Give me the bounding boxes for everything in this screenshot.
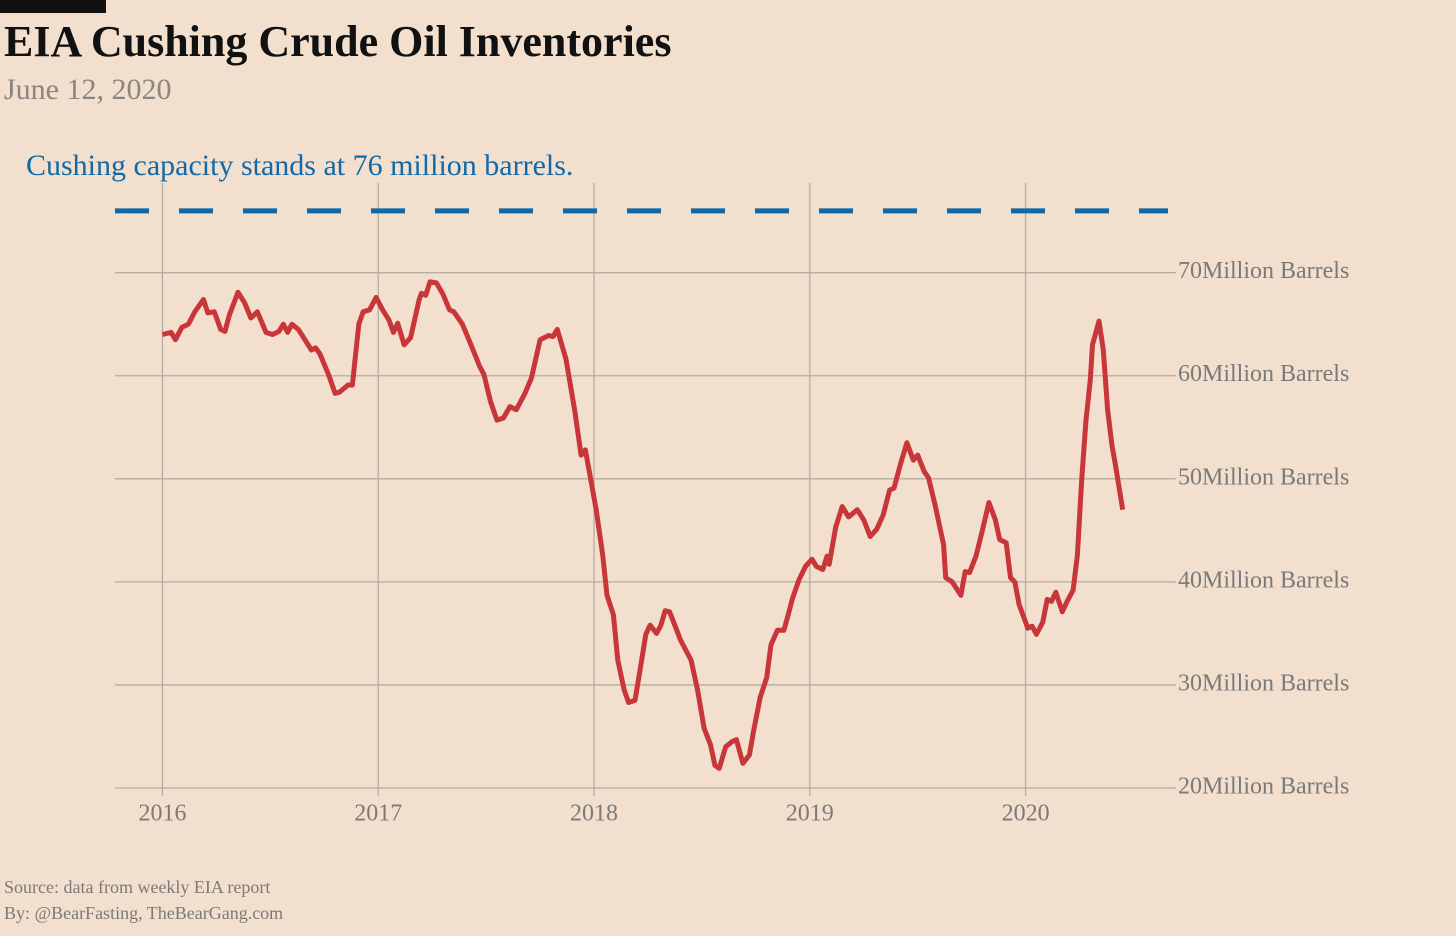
y-tick-label: 50Million Barrels bbox=[1178, 464, 1349, 490]
byline: By: @BearFasting, TheBearGang.com bbox=[4, 903, 283, 923]
y-tick-label: 60Million Barrels bbox=[1178, 361, 1349, 387]
annotation: Cushing capacity stands at 76 million ba… bbox=[26, 149, 573, 182]
x-tick-label: 2017 bbox=[354, 801, 402, 827]
chart-subtitle: June 12, 2020 bbox=[4, 73, 172, 106]
y-tick-label: 40Million Barrels bbox=[1178, 567, 1349, 593]
y-tick-label: 70Million Barrels bbox=[1178, 258, 1349, 284]
brand-bar bbox=[0, 0, 106, 13]
x-tick-label: 2016 bbox=[138, 801, 186, 827]
data-line bbox=[161, 279, 1126, 771]
source: Source: data from weekly EIA report bbox=[4, 877, 270, 897]
y-tick-label: 30Million Barrels bbox=[1178, 670, 1349, 696]
x-tick-label: 2019 bbox=[786, 801, 834, 827]
chart-title: EIA Cushing Crude Oil Inventories bbox=[4, 17, 671, 66]
x-tick-label: 2020 bbox=[1002, 801, 1050, 827]
x-tick-label: 2018 bbox=[570, 801, 618, 827]
y-tick-label: 20Million Barrels bbox=[1178, 774, 1349, 800]
